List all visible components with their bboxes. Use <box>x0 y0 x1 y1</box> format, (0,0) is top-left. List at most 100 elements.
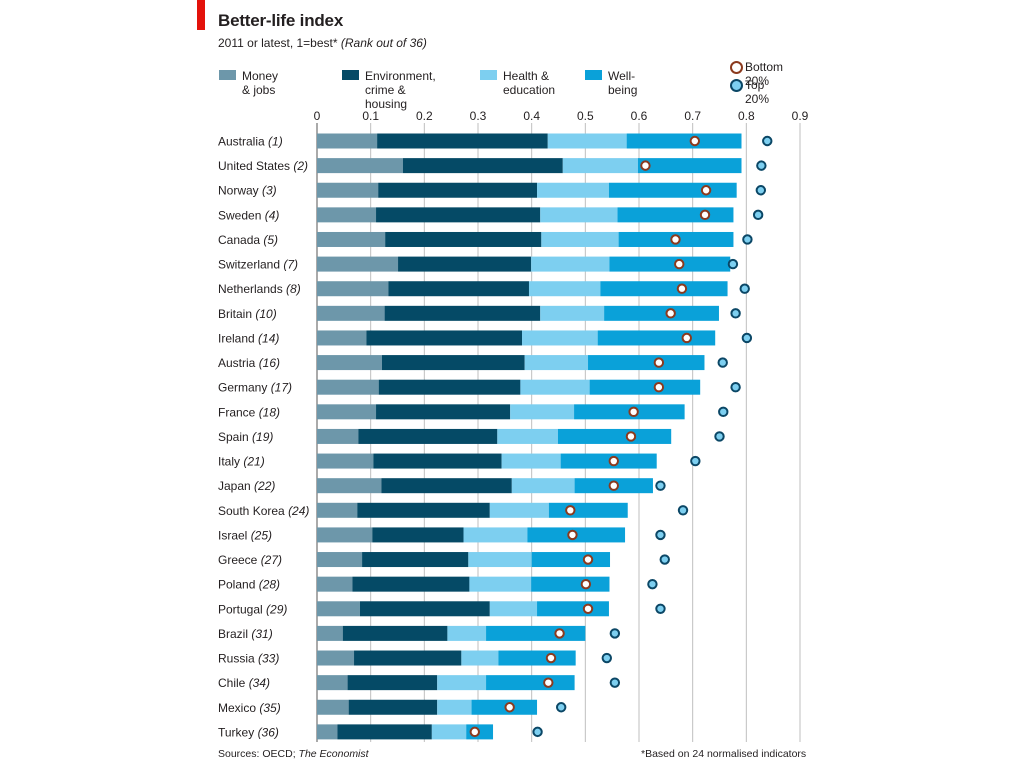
bar-segment-environment <box>352 576 470 592</box>
bar-segment-wellbeing <box>597 330 716 346</box>
bar-segment-health <box>489 502 549 518</box>
country-label: Japan (22) <box>218 479 275 493</box>
legend-swatch-money <box>219 70 236 80</box>
bar-segment-environment <box>388 281 529 297</box>
country-label: Britain (10) <box>218 307 277 321</box>
bottom-20-marker <box>469 726 480 738</box>
country-label: Australia (1) <box>218 135 283 149</box>
bar-segment-environment <box>376 207 541 223</box>
legend-label-environment: Environment, crime & housing <box>365 69 436 111</box>
subtitle-main: 2011 or latest, 1=best* <box>218 36 338 50</box>
bar-segment-health <box>489 601 538 617</box>
bar-segment-money <box>317 207 377 223</box>
bar-segment-money <box>317 158 403 174</box>
bottom-20-marker <box>681 332 692 344</box>
country-rank: (27) <box>261 553 282 567</box>
country-label: Portugal (29) <box>218 602 287 616</box>
bar-segment-health <box>520 379 590 395</box>
bottom-20-marker <box>670 234 681 245</box>
bar-segment-health <box>463 527 528 543</box>
bottom-20-marker <box>545 652 557 664</box>
x-tick-label: 0.2 <box>416 109 433 123</box>
bar-segment-environment <box>362 552 469 568</box>
country-label: United States (2) <box>218 159 308 173</box>
bar-segment-wellbeing <box>531 552 611 568</box>
country-label: France (18) <box>218 405 280 419</box>
bar-segment-health <box>547 133 627 149</box>
bar-segment-money <box>317 699 349 715</box>
x-tick-label: 0.7 <box>684 109 701 123</box>
bar-segment-money <box>317 650 355 666</box>
country-label: Israel (25) <box>218 528 272 542</box>
country-rank: (2) <box>293 159 308 173</box>
bar-segment-health <box>524 355 589 371</box>
bar-segment-wellbeing <box>600 281 728 297</box>
bar-segment-wellbeing <box>486 625 586 641</box>
bar-segment-health <box>540 207 618 223</box>
bottom-20-marker <box>674 258 685 270</box>
bar-segment-health <box>468 552 532 568</box>
bar-segment-health <box>461 650 499 666</box>
bar-segment-environment <box>347 675 438 691</box>
top-20-marker <box>717 357 728 368</box>
bar-segment-health <box>522 330 598 346</box>
top-20-marker <box>609 677 621 688</box>
subtitle-note: (Rank out of 36) <box>340 36 427 50</box>
bar-segment-environment <box>357 502 490 518</box>
bar-segment-wellbeing <box>609 256 731 272</box>
bar-segment-environment <box>337 724 432 740</box>
bar-segment-health <box>510 404 575 420</box>
bottom-20-marker <box>504 702 515 713</box>
country-label: Italy (21) <box>218 455 265 469</box>
bar-segment-health <box>447 625 487 641</box>
bottom-20-marker <box>580 578 592 590</box>
bar-segment-health <box>497 428 558 444</box>
country-rank: (25) <box>251 528 272 542</box>
bottom-20-marker <box>628 406 639 418</box>
bottom-20-marker <box>554 628 565 639</box>
country-rank: (34) <box>249 676 270 690</box>
bottom-20-marker <box>689 135 701 147</box>
top-20-marker <box>730 382 741 393</box>
legend-label-wellbeing: Well-being <box>608 69 638 97</box>
bar-segment-money <box>317 675 348 691</box>
top-20-marker <box>718 406 729 418</box>
country-rank: (35) <box>259 701 280 715</box>
bar-segment-money <box>317 404 377 420</box>
bar-segment-health <box>540 305 605 321</box>
legend-marker-bottom <box>730 61 743 74</box>
bar-segment-health <box>437 675 487 691</box>
country-label: Germany (17) <box>218 381 292 395</box>
x-tick-label: 0.3 <box>470 109 487 123</box>
bar-segment-environment <box>385 231 542 247</box>
country-rank: (19) <box>252 430 273 444</box>
country-rank: (28) <box>259 578 280 592</box>
country-rank: (7) <box>283 258 298 272</box>
legend-swatch-wellbeing <box>585 70 602 80</box>
bottom-20-marker <box>700 185 712 196</box>
bar-segment-money <box>317 502 358 518</box>
top-20-marker <box>742 234 753 245</box>
top-20-marker <box>655 603 666 614</box>
bar-segment-money <box>317 724 338 740</box>
country-label: Spain (19) <box>218 430 273 444</box>
bar-segment-health <box>511 478 575 494</box>
bar-segment-environment <box>378 379 521 395</box>
legend-label-health: Health & education <box>503 69 556 97</box>
bottom-20-marker <box>699 209 711 221</box>
top-20-marker <box>755 185 767 196</box>
bar-segment-health <box>431 724 467 740</box>
bottom-20-marker <box>567 529 578 541</box>
country-label: Poland (28) <box>218 578 280 592</box>
bottom-20-marker <box>543 677 554 688</box>
country-rank: (24) <box>288 504 309 518</box>
bar-segment-money <box>317 527 373 543</box>
country-label: Canada (5) <box>218 233 278 247</box>
bar-segment-health <box>437 699 472 715</box>
footer-note: *Based on 24 normalised indicators <box>641 748 807 760</box>
country-rank: (31) <box>251 627 272 641</box>
country-label: Austria (16) <box>218 356 280 370</box>
country-label: Netherlands (8) <box>218 282 301 296</box>
country-label: Switzerland (7) <box>218 258 298 272</box>
bar-segment-health <box>531 256 610 272</box>
